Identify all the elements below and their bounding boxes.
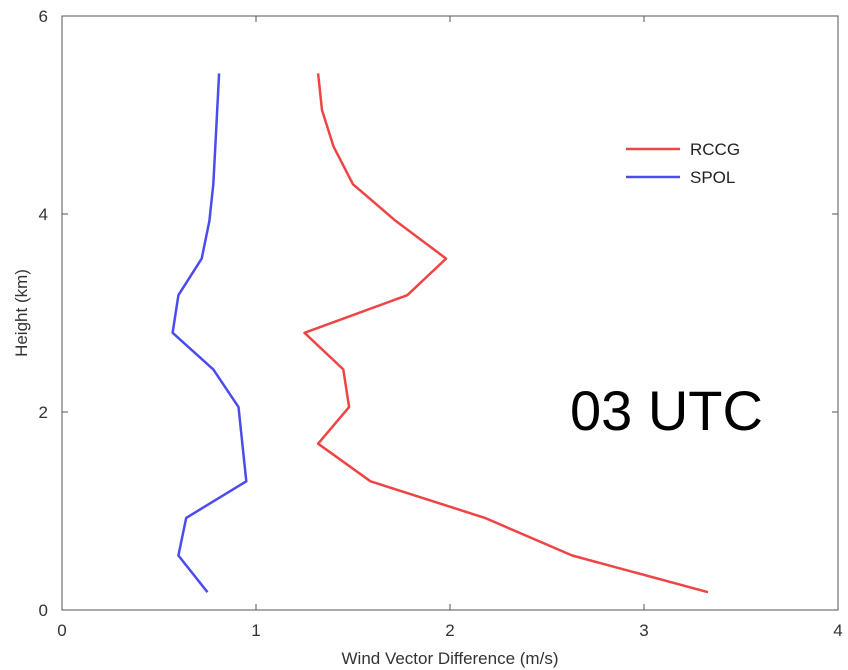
y-tick-label: 0 xyxy=(39,601,48,620)
legend: RCCG SPOL xyxy=(626,140,740,187)
plot-frame xyxy=(61,15,839,611)
series-layer xyxy=(171,73,709,594)
time-annotation: 03 UTC xyxy=(570,379,763,442)
y-tick-label: 2 xyxy=(39,403,48,422)
x-tick-label: 4 xyxy=(833,621,842,640)
legend-label-rccg: RCCG xyxy=(690,140,740,159)
x-tick-label: 3 xyxy=(639,621,648,640)
x-tick-label: 1 xyxy=(251,621,260,640)
legend-label-spol: SPOL xyxy=(690,168,735,187)
y-tick-label: 4 xyxy=(39,205,48,224)
series-line-spol xyxy=(171,73,248,593)
y-axis-label: Height (km) xyxy=(12,269,31,357)
x-tick-label: 0 xyxy=(57,621,66,640)
x-axis: 0 1 2 3 4 xyxy=(57,16,843,640)
y-axis: 0 2 4 6 xyxy=(39,7,838,620)
y-tick-label: 6 xyxy=(39,7,48,26)
series-line-rccg xyxy=(303,73,709,594)
x-tick-label: 2 xyxy=(445,621,454,640)
x-axis-label: Wind Vector Difference (m/s) xyxy=(342,649,559,668)
